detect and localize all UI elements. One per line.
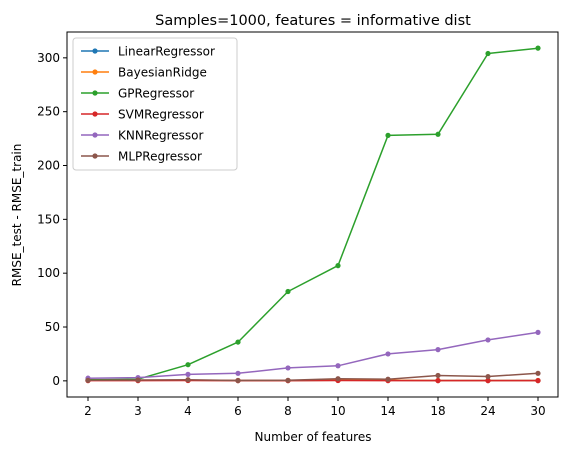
legend-marker-svmregressor <box>92 111 98 117</box>
legend-label-bayesianridge: BayesianRidge <box>118 66 207 80</box>
y-axis-label: RMSE_test - RMSE_train <box>10 144 24 287</box>
legend-marker-bayesianridge <box>92 69 98 75</box>
x-axis-label: Number of features <box>255 430 372 444</box>
y-tick-label: 50 <box>45 320 60 334</box>
data-point-mlpregressor <box>435 372 441 379</box>
x-axis: 2 3 4 6 8 10 14 18 24 30 <box>84 397 546 418</box>
data-point-mlpregressor <box>485 373 491 380</box>
legend-label-linearregressor: LinearRegressor <box>118 45 215 59</box>
data-point-gpregressor <box>185 362 191 368</box>
data-point-knnregressor <box>435 347 441 353</box>
data-point-gpregressor <box>235 339 241 345</box>
data-point-gpregressor <box>485 50 491 57</box>
legend-marker-knnregressor <box>92 132 98 138</box>
legend-label-knnregressor: KNNRegressor <box>118 129 204 143</box>
plot-area <box>85 45 541 384</box>
legend-label-mlpregressor: MLPRegressor <box>118 150 202 164</box>
y-tick-label: 250 <box>37 105 60 119</box>
x-tick-label: 8 <box>284 404 292 418</box>
chart-title: Samples=1000, features = informative dis… <box>155 13 471 29</box>
data-point-knnregressor <box>235 370 241 376</box>
data-point-svmregressor <box>435 378 441 384</box>
x-tick-label: 14 <box>380 404 395 418</box>
legend-box <box>72 37 238 171</box>
data-point-mlpregressor <box>535 370 541 376</box>
y-tick-label: 0 <box>52 374 60 388</box>
data-point-knnregressor <box>285 365 291 371</box>
data-point-gpregressor <box>535 45 541 51</box>
data-point-mlpregressor <box>385 376 391 382</box>
x-tick-label: 18 <box>430 404 445 418</box>
series-line-gpregressor <box>87 47 539 381</box>
data-point-mlpregressor <box>135 377 141 383</box>
series-line-knnregressor <box>87 331 539 379</box>
x-tick-label: 3 <box>134 404 142 418</box>
legend-label-gpregressor: GPRegressor <box>118 87 194 101</box>
y-tick-label: 200 <box>37 159 60 173</box>
y-tick-label: 300 <box>37 51 60 65</box>
legend-marker-mlpregressor <box>92 153 98 159</box>
x-tick-label: 6 <box>234 404 242 418</box>
x-tick-label: 2 <box>84 404 92 418</box>
data-point-knnregressor <box>535 329 541 335</box>
data-point-knnregressor <box>185 371 191 377</box>
data-point-gpregressor <box>335 263 341 269</box>
data-point-mlpregressor <box>285 377 291 383</box>
data-point-knnregressor <box>335 363 341 369</box>
legend: LinearRegressor BayesianRidge GPRegressor S… <box>72 37 238 171</box>
data-point-mlpregressor <box>85 377 91 383</box>
y-axis: 0 50 100 150 200 250 300 <box>37 51 67 388</box>
y-tick-label: 150 <box>37 212 60 226</box>
data-point-svmregressor <box>485 378 491 384</box>
x-tick-label: 24 <box>480 404 495 418</box>
data-point-knnregressor <box>485 337 491 343</box>
x-tick-label: 4 <box>184 404 192 418</box>
series-line-mlpregressor <box>87 372 539 382</box>
legend-marker-linearregressor <box>92 48 98 54</box>
x-tick-label: 10 <box>330 404 345 418</box>
data-point-gpregressor <box>435 131 441 137</box>
data-point-gpregressor <box>385 132 391 138</box>
data-point-gpregressor <box>285 288 291 295</box>
data-point-mlpregressor <box>235 377 241 384</box>
data-point-svmregressor <box>535 378 541 384</box>
data-point-mlpregressor <box>335 376 341 382</box>
data-point-knnregressor <box>385 351 391 357</box>
legend-label-svmregressor: SVMRegressor <box>118 108 204 122</box>
plot-frame <box>66 31 559 398</box>
data-point-mlpregressor <box>185 377 191 383</box>
y-tick-label: 100 <box>37 266 60 280</box>
legend-marker-gpregressor <box>92 90 98 96</box>
x-tick-label: 30 <box>530 404 545 418</box>
